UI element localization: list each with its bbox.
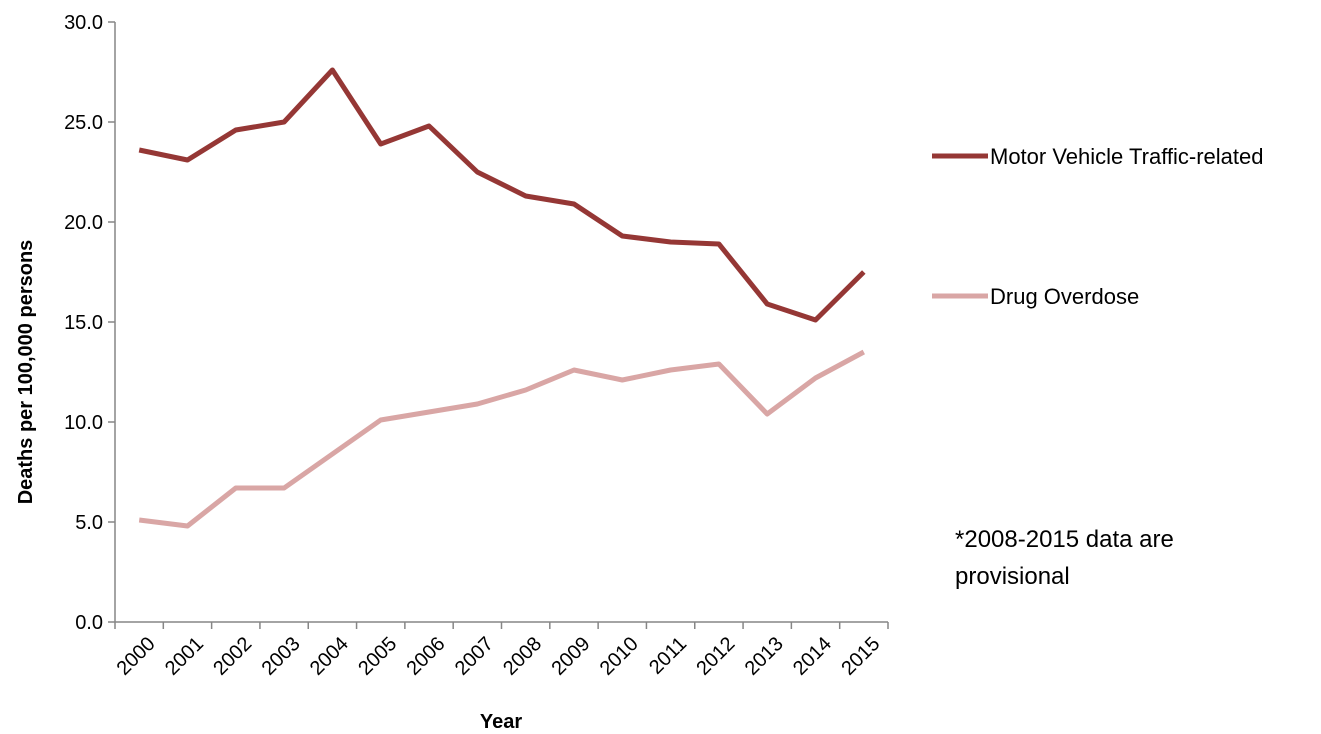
- y-tick-label: 0.0: [75, 612, 103, 634]
- series-line-drug-overdose: [138, 349, 865, 529]
- y-axis: 0.0 5.0 10.0 15.0 20.0 25.0 30.0: [64, 12, 116, 634]
- legend: Motor Vehicle Traffic-related Drug Overd…: [932, 144, 1264, 309]
- provisional-note-line-1: *2008-2015 data are: [955, 526, 1174, 553]
- y-tick-label: 10.0: [64, 412, 103, 434]
- y-tick-label: 30.0: [64, 12, 103, 34]
- y-ticks: 0.0 5.0 10.0 15.0 20.0 25.0 30.0: [64, 12, 115, 634]
- x-tick-label: 2002: [209, 633, 256, 680]
- x-tick-label: 2006: [403, 633, 450, 680]
- x-tick-label: 2014: [789, 633, 836, 680]
- y-tick-label: 20.0: [64, 212, 103, 234]
- x-tick-label: 2015: [837, 633, 884, 680]
- x-tick-label: 2008: [499, 633, 546, 680]
- series-layer: [138, 67, 866, 529]
- x-tick-label: 2000: [113, 633, 160, 680]
- x-tick-label: 2009: [547, 633, 594, 680]
- legend-label-drug-overdose: Drug Overdose: [990, 284, 1139, 309]
- series-line-motor-vehicle: [138, 67, 866, 323]
- legend-label-motor-vehicle: Motor Vehicle Traffic-related: [990, 144, 1264, 169]
- x-tick-label: 2001: [161, 633, 208, 680]
- x-tick-label: 2007: [451, 633, 498, 680]
- x-tick-label: 2004: [306, 633, 353, 680]
- y-axis-title: Deaths per 100,000 persons: [15, 240, 37, 505]
- y-tick-label: 15.0: [64, 312, 103, 334]
- x-tick-label: 2005: [354, 633, 401, 680]
- x-tick-label: 2003: [258, 633, 305, 680]
- x-axis: 2000 2001 2002 2003 2004 2005 2006 2007 2008 2009…: [113, 621, 889, 680]
- y-tick-label: 5.0: [75, 512, 103, 534]
- x-tick-label: 2013: [741, 633, 788, 680]
- x-tick-label: 2010: [596, 633, 643, 680]
- x-axis-title: Year: [480, 711, 522, 733]
- x-ticks: 2000 2001 2002 2003 2004 2005 2006 2007 2008 2009…: [113, 622, 889, 680]
- x-tick-label: 2011: [645, 633, 691, 679]
- y-tick-label: 25.0: [64, 112, 103, 134]
- x-tick-label: 2012: [692, 633, 739, 680]
- provisional-note: *2008-2015 data are provisional: [955, 526, 1174, 590]
- provisional-note-line-2: provisional: [955, 563, 1070, 590]
